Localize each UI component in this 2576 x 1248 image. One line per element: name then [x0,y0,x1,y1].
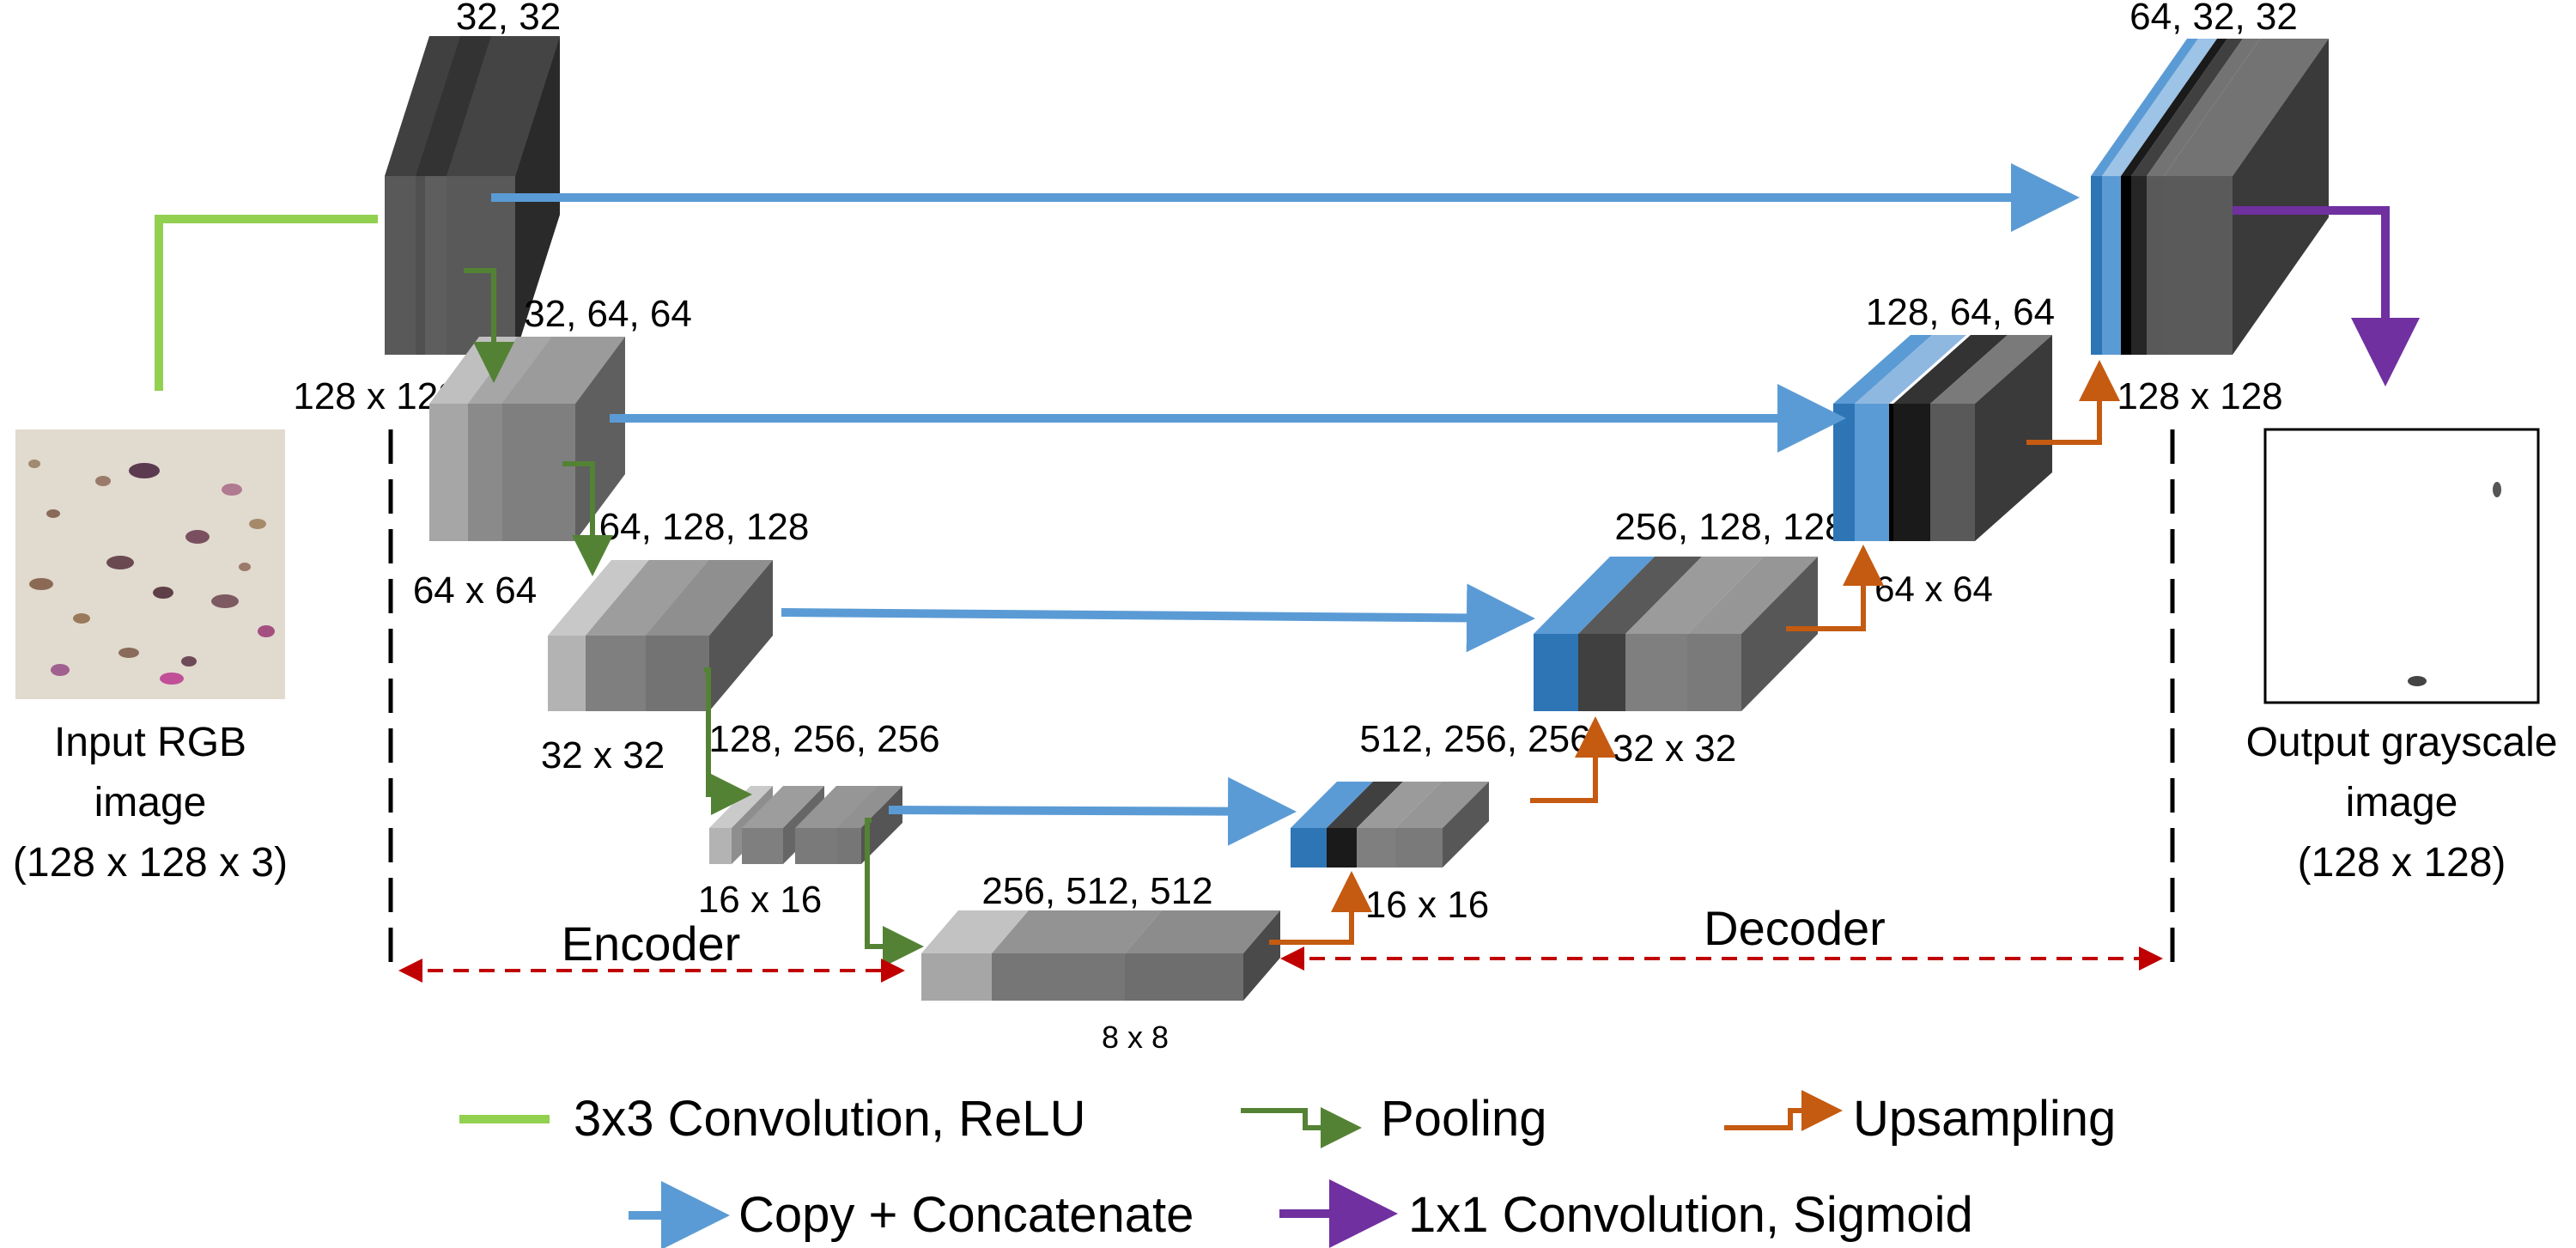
final-conv-arrow [2233,206,2420,387]
encoder-3-size: 32 x 32 [541,734,665,776]
decoder-3-size: 32 x 32 [1613,727,1736,770]
encoder-2-size: 64 x 64 [413,569,537,612]
encoder-label: Encoder [562,916,741,971]
legend: 3x3 Convolution, ReLU Pooling Upsampling… [459,1090,2116,1248]
decoder-1-channels: 64, 32, 32 [2129,0,2298,38]
legend-up-label: Upsampling [1853,1091,2116,1147]
encoder-2-channels: 32, 64, 64 [524,293,692,335]
decoder-1-size: 128 x 128 [2117,375,2282,417]
output-image [2263,428,2540,704]
output-subtitle: image [2346,780,2458,825]
input-subtitle: image [94,780,207,825]
legend-up-arrow [1724,1090,1843,1131]
legend-copy-label: Copy + Concatenate [738,1187,1194,1243]
pool-arrow-4 [865,818,924,967]
encoder-3-channels: 64, 128, 128 [599,506,810,548]
decoder-label: Decoder [1704,901,1886,955]
decoder-4-size: 16 x 16 [1365,884,1489,926]
bottleneck-channels: 256, 512, 512 [981,870,1212,912]
decoder-4-channels: 512, 256, 256 [1359,718,1590,760]
pool-arrow-2 [562,461,613,576]
input-image [15,429,285,699]
output-title: Output grayscale [2246,720,2558,765]
skip-arrow-3 [781,583,1535,653]
bottleneck-block [921,910,1280,1001]
bottleneck-size: 8 x 8 [1102,1020,1169,1055]
decoder-block-4 [1291,782,1489,868]
encoder-block-3 [548,560,773,711]
encoder-1-channels: 32, 32 [456,0,561,38]
input-title: Input RGB [54,720,246,765]
decoder-2-channels: 128, 64, 64 [1866,291,2055,333]
legend-final-label: 1x1 Convolution, Sigmoid [1408,1187,1973,1243]
encoder-block-2 [429,337,625,541]
skip-arrow-4 [888,776,1297,846]
pool-arrow-1 [464,268,514,383]
input-conv-arrow [155,215,379,391]
up-arrow-4 [2026,360,2120,445]
decoder-3-channels: 256, 128, 128 [1614,506,1845,548]
legend-conv-label: 3x3 Convolution, ReLU [574,1091,1085,1147]
up-arrow-3 [1786,545,1884,631]
decoder-block-1 [2091,39,2329,355]
pool-arrow-3 [704,667,752,815]
legend-pool-arrow [1241,1107,1362,1148]
output-shape: (128 x 128) [2298,840,2506,886]
decoder-2-size: 64 x 64 [1874,569,1993,609]
legend-pool-label: Pooling [1381,1091,1546,1147]
encoder-block-4 [709,786,902,864]
encoder-4-size: 16 x 16 [698,879,822,921]
decoder-block-3 [1534,557,1818,711]
input-shape: (128 x 128 x 3) [13,840,288,886]
up-arrow-1 [1269,871,1372,945]
decoder-block-2 [1833,335,2052,541]
encoder-4-channels: 128, 256, 256 [708,718,939,760]
up-arrow-2 [1530,716,1616,803]
